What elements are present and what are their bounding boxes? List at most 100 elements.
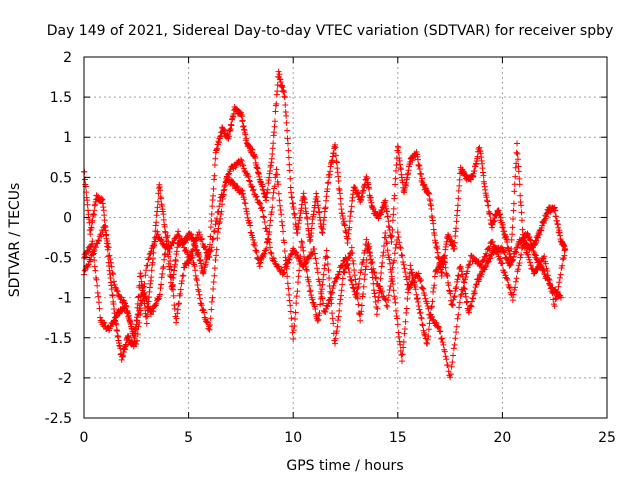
data-point — [199, 306, 206, 313]
data-point — [204, 318, 211, 325]
data-point — [275, 181, 282, 188]
data-point — [211, 227, 218, 234]
data-point — [314, 317, 321, 324]
data-point — [107, 259, 114, 266]
data-point — [334, 274, 341, 281]
data-point — [510, 253, 517, 260]
data-point — [433, 319, 440, 326]
data-point — [89, 251, 96, 258]
data-point — [395, 149, 402, 156]
data-point — [350, 260, 357, 267]
data-point — [143, 295, 150, 302]
data-point — [382, 230, 389, 237]
data-point — [544, 272, 551, 279]
data-point — [178, 237, 185, 244]
data-point — [252, 194, 259, 201]
data-point — [201, 309, 208, 316]
data-point — [193, 237, 200, 244]
data-point — [338, 263, 345, 270]
data-point — [291, 322, 298, 329]
data-point — [272, 174, 279, 181]
data-point — [534, 266, 541, 273]
data-point — [210, 192, 217, 199]
data-point — [332, 335, 339, 342]
data-point — [394, 315, 401, 322]
data-point — [402, 269, 409, 276]
data-point — [296, 267, 303, 274]
data-point — [374, 305, 381, 312]
data-point — [346, 224, 353, 231]
data-point — [273, 166, 280, 173]
data-point — [164, 232, 171, 239]
data-point — [190, 246, 197, 253]
data-point — [308, 251, 315, 258]
data-point — [425, 333, 432, 340]
data-point — [156, 291, 163, 298]
data-point — [271, 118, 278, 125]
data-point — [400, 261, 407, 268]
data-point — [148, 248, 155, 255]
data-point — [274, 81, 281, 88]
data-point — [222, 182, 229, 189]
data-point — [435, 324, 442, 331]
data-point — [517, 192, 524, 199]
data-point — [261, 250, 268, 257]
data-point — [238, 191, 245, 198]
data-point — [431, 232, 438, 239]
data-point — [414, 295, 421, 302]
data-point — [144, 262, 151, 269]
data-point — [403, 309, 410, 316]
data-point — [278, 211, 285, 218]
data-point — [547, 282, 554, 289]
data-point — [209, 203, 216, 210]
data-point — [355, 280, 362, 287]
data-point — [369, 259, 376, 266]
data-point — [284, 259, 291, 266]
data-point — [426, 190, 433, 197]
data-point — [251, 242, 258, 249]
data-point — [86, 219, 93, 226]
data-point — [207, 322, 214, 329]
data-point — [316, 208, 323, 215]
data-point — [112, 284, 119, 291]
data-point — [258, 204, 265, 211]
data-point — [335, 178, 342, 185]
x-tick-labels: 0 5 10 15 20 25 — [80, 430, 616, 446]
data-point — [380, 293, 387, 300]
data-point — [325, 267, 332, 274]
data-point — [294, 288, 301, 295]
data-point — [257, 259, 264, 266]
data-point — [91, 257, 98, 264]
data-point — [348, 208, 355, 215]
data-point — [345, 265, 352, 272]
data-point — [468, 303, 475, 310]
data-point — [391, 257, 398, 264]
data-point — [391, 295, 398, 302]
data-point — [175, 301, 182, 308]
data-point — [367, 252, 374, 259]
data-point — [373, 274, 380, 281]
data-point — [408, 282, 415, 289]
data-point — [313, 260, 320, 267]
data-point — [384, 208, 391, 215]
data-point — [309, 296, 316, 303]
data-point — [320, 300, 327, 307]
data-point — [211, 265, 218, 272]
y-tick-label: 0.5 — [50, 170, 72, 186]
data-point — [169, 282, 176, 289]
data-point — [360, 256, 367, 263]
data-point — [225, 171, 232, 178]
data-point — [425, 305, 432, 312]
data-point — [460, 284, 467, 291]
data-point — [442, 353, 449, 360]
data-point — [395, 333, 402, 340]
data-point — [452, 335, 459, 342]
data-point — [294, 279, 301, 286]
data-point — [400, 258, 407, 265]
data-point — [451, 245, 458, 252]
data-point — [417, 278, 424, 285]
data-point — [556, 279, 563, 286]
data-point — [336, 190, 343, 197]
data-point — [388, 278, 395, 285]
data-point — [321, 262, 328, 269]
